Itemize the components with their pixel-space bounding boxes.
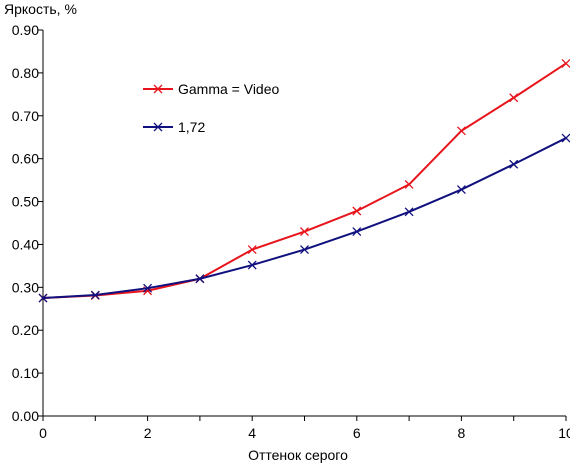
data-point-1 bbox=[404, 207, 414, 217]
x-tick-label: 10 bbox=[558, 425, 570, 441]
data-point-0 bbox=[509, 93, 519, 103]
y-tick-label: 0.20 bbox=[12, 322, 39, 338]
x-tick-label: 4 bbox=[248, 425, 256, 441]
data-point-1 bbox=[247, 260, 257, 270]
y-tick-label: 0.40 bbox=[12, 236, 39, 252]
data-point-1 bbox=[561, 133, 570, 143]
data-point-1 bbox=[456, 185, 466, 195]
data-point-0 bbox=[352, 206, 362, 216]
data-point-0 bbox=[404, 179, 414, 189]
series-line-1 bbox=[42, 137, 567, 300]
data-point-0 bbox=[456, 126, 466, 136]
y-tick-label: 0.70 bbox=[12, 108, 39, 124]
y-axis-title: Яркость, % bbox=[4, 1, 77, 17]
legend-label-1: 1,72 bbox=[178, 119, 205, 135]
data-point-1 bbox=[195, 274, 205, 284]
series-line-0 bbox=[42, 62, 567, 300]
data-point-0 bbox=[561, 58, 570, 68]
legend-label-0: Gamma = Video bbox=[178, 81, 280, 97]
y-tick-label: 0.30 bbox=[12, 279, 39, 295]
y-tick-label: 0.60 bbox=[12, 151, 39, 167]
data-point-1 bbox=[352, 227, 362, 237]
legend-marker-1 bbox=[153, 122, 163, 132]
data-point-1 bbox=[143, 283, 153, 293]
y-tick-label: 0.90 bbox=[12, 22, 39, 38]
data-point-1 bbox=[38, 293, 48, 303]
y-tick-label: 0.10 bbox=[12, 365, 39, 381]
y-tick-label: 0.00 bbox=[12, 408, 39, 424]
x-axis-title: Оттенок серого bbox=[248, 447, 348, 463]
x-tick-label: 6 bbox=[353, 425, 361, 441]
y-tick-label: 0.50 bbox=[12, 194, 39, 210]
x-tick-label: 0 bbox=[39, 425, 47, 441]
data-point-0 bbox=[247, 245, 257, 255]
data-point-0 bbox=[300, 227, 309, 237]
data-point-1 bbox=[90, 290, 100, 300]
x-tick-label: 2 bbox=[144, 425, 152, 441]
data-point-1 bbox=[300, 245, 309, 255]
x-tick-label: 8 bbox=[458, 425, 466, 441]
y-tick-label: 0.80 bbox=[12, 65, 39, 81]
legend-marker-0 bbox=[153, 84, 163, 94]
data-point-1 bbox=[509, 159, 519, 169]
